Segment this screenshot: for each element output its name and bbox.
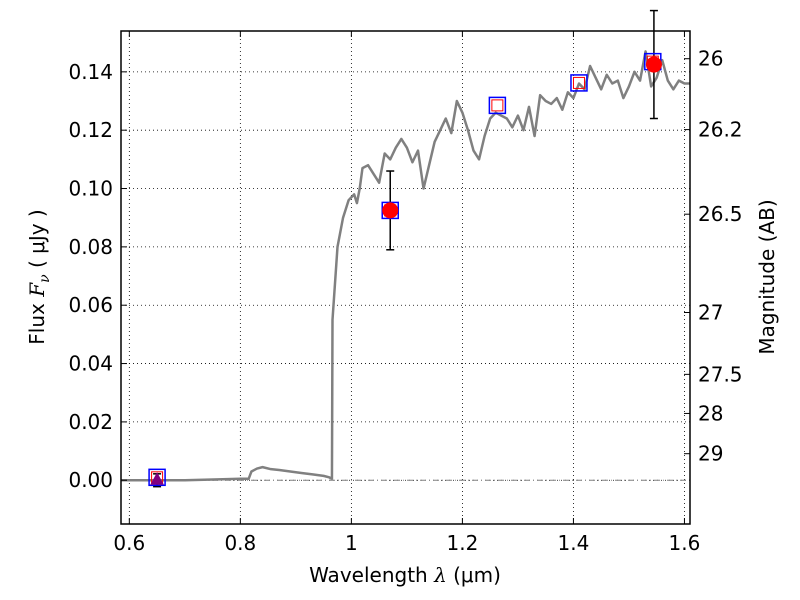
band-square-marker (488, 96, 507, 115)
right-tick-label: 26.5 (698, 202, 743, 226)
grid-lines (121, 31, 690, 524)
y-tick-label: 0.06 (68, 293, 113, 317)
band-square-marker (148, 468, 166, 487)
right-tick-label: 26.2 (698, 118, 743, 142)
x-axis-ticks: 0.6 0.8 1 1.2 1.4 1.6 (113, 31, 700, 555)
x-tick-label: 0.8 (224, 531, 256, 555)
x-tick-label: 1 (345, 531, 358, 555)
plot-frame (120, 30, 691, 525)
band-square-marker (570, 74, 588, 92)
x-tick-label: 1.2 (446, 531, 478, 555)
right-axis-ticks: 26 26.2 26.5 27 27.5 28 29 (684, 47, 743, 466)
right-tick-label: 28 (698, 401, 723, 425)
y-tick-label: 0.10 (68, 177, 113, 201)
right-tick-label: 26 (698, 47, 723, 71)
y-axis-label: Flux Fν ( μJy ) (25, 209, 53, 344)
plot-background (121, 31, 690, 524)
y-tick-label: 0.04 (68, 352, 113, 376)
model-spectrum (121, 50, 690, 482)
upper-limit-triangle (150, 472, 164, 485)
model-spectrum-line (121, 50, 690, 482)
y-tick-label: 0.00 (68, 468, 113, 492)
right-tick-label: 27.5 (698, 362, 743, 386)
x-axis-label: Wavelength λ (μm) (309, 563, 501, 587)
x-tick-label: 1.4 (558, 531, 590, 555)
measured-point (382, 202, 399, 219)
measured-point (645, 56, 662, 73)
x-tick-label: 0.6 (113, 531, 145, 555)
y-axis-ticks: 0.00 0.02 0.04 0.06 0.08 0.10 0.12 0.14 (68, 60, 127, 492)
y-tick-label: 0.12 (68, 118, 113, 142)
right-axis-label: Magnitude (AB) (755, 199, 779, 354)
band-square-inner (491, 99, 504, 112)
measured-points (382, 56, 662, 219)
band-square-inner (572, 76, 585, 89)
y-tick-label: 0.14 (68, 60, 113, 84)
y-tick-label: 0.02 (68, 410, 113, 434)
right-tick-label: 29 (698, 442, 723, 466)
upper-limit-markers (150, 472, 164, 485)
right-tick-label: 27 (698, 301, 723, 325)
x-tick-label: 1.6 (669, 531, 701, 555)
y-tick-label: 0.08 (68, 235, 113, 259)
